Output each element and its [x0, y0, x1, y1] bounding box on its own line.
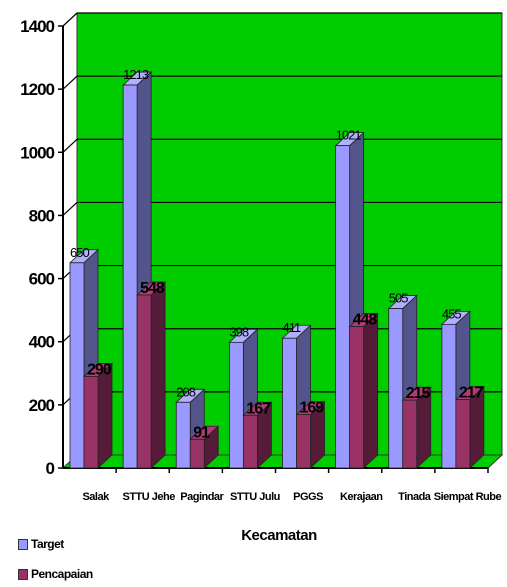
- bar-target: [175, 401, 191, 469]
- legend-swatch-pencapaian: [18, 568, 28, 580]
- x-category-label: Tinada: [398, 491, 432, 503]
- y-tick-label: 1400: [20, 17, 54, 36]
- bar-pencapaian: [242, 414, 258, 469]
- x-category-label: STTU Jehe: [123, 491, 176, 503]
- bar-target: [388, 308, 404, 469]
- data-label-target: 1213: [123, 67, 149, 82]
- bar-side-pencapaian: [97, 362, 113, 469]
- bar-pencapaian: [349, 326, 365, 469]
- bar-pencapaian: [402, 399, 418, 469]
- bar-pencapaian: [296, 414, 311, 469]
- data-label-target: 505: [389, 291, 408, 306]
- bar-target: [282, 337, 297, 469]
- legend-label-pencapaian: Pencapaian: [31, 567, 93, 581]
- data-label-target: 398: [229, 324, 248, 339]
- x-category-label: PGGS: [293, 491, 323, 503]
- legend-label-target: Target: [31, 537, 64, 551]
- data-label-pencapaian: 169: [300, 400, 325, 417]
- data-label-pencapaian: 290: [87, 361, 112, 378]
- x-axis-title: Kecamatan: [241, 527, 317, 544]
- bar-side-pencapaian: [363, 312, 379, 469]
- bar-target: [122, 84, 138, 469]
- data-label-target: 1021: [336, 128, 362, 143]
- bar-target: [441, 323, 457, 469]
- data-label-target: 411: [283, 320, 301, 335]
- bar-pencapaian: [136, 294, 152, 469]
- x-category-label: Pagindar: [180, 491, 224, 503]
- data-label-target: 208: [176, 384, 195, 399]
- gridline-depth: [62, 201, 78, 216]
- bars: [68, 71, 485, 469]
- x-category-label: STTU Julu: [230, 491, 280, 503]
- data-label-pencapaian: 548: [140, 280, 165, 297]
- data-label-pencapaian: 167: [246, 400, 271, 417]
- gridline-depth: [62, 12, 78, 27]
- bar-side-pencapaian: [150, 281, 166, 469]
- bar-target: [228, 341, 244, 469]
- data-label-target: 455: [442, 306, 461, 321]
- gridline-depth: [62, 75, 78, 90]
- legend-swatch-target: [18, 538, 28, 550]
- x-category-label: Siempat Rube: [434, 491, 502, 503]
- x-category-label: Kerajaan: [340, 491, 383, 503]
- bar-target: [335, 145, 351, 469]
- y-tick-label: 600: [29, 270, 55, 289]
- y-tick-label: 0: [46, 459, 55, 478]
- y-tick-label: 800: [29, 206, 55, 225]
- data-label-pencapaian: 91: [193, 424, 210, 441]
- gridline-depth: [62, 138, 78, 153]
- y-tick-label: 400: [29, 333, 55, 352]
- data-label-target: 650: [70, 245, 89, 260]
- y-tick-labels: 0 200 400 600 800 1000 1200 1400: [20, 17, 55, 478]
- legend-item-target: Target: [18, 537, 64, 551]
- data-label-pencapaian: 217: [459, 384, 484, 401]
- y-tick-label: 1000: [20, 143, 54, 162]
- x-category-label: Salak: [82, 491, 110, 503]
- data-label-pencapaian: 448: [353, 312, 378, 329]
- y-tick-label: 1200: [20, 80, 54, 99]
- bar-pencapaian: [189, 438, 205, 469]
- legend-item-pencapaian: Pencapaian: [18, 567, 93, 581]
- x-category-labels: Salak STTU Jehe Pagindar STTU Julu PGGS Keraj…: [82, 491, 502, 503]
- bar-pencapaian: [455, 399, 471, 469]
- data-label-pencapaian: 215: [406, 385, 431, 402]
- bar-target: [69, 262, 85, 469]
- bar-pencapaian: [83, 376, 99, 469]
- data-labels: 650 290 1213 548 208 91 398 167 411 169 1021 448 505…: [70, 67, 485, 441]
- y-tick-label: 200: [29, 396, 55, 415]
